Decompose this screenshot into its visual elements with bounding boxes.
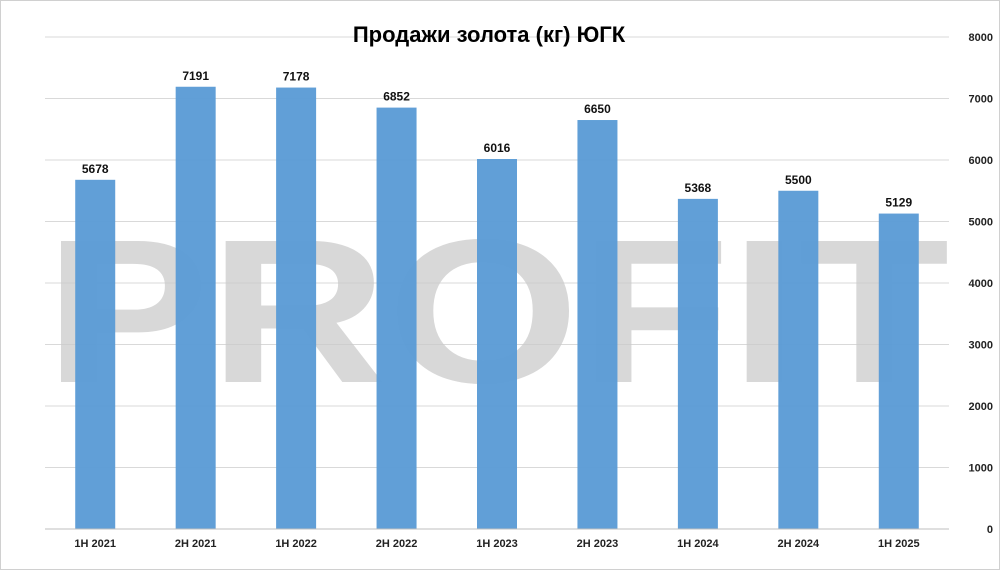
y-tick-label: 7000: [969, 94, 993, 106]
bar: [878, 213, 919, 529]
x-axis-ticks: 1H 2021 2H 2021 1H 2022 2H 2022 1H 2023 2H 20…: [74, 538, 919, 550]
y-axis-ticks: 0 1000 2000 3000 4000 5000 6000 7000 8000: [969, 32, 993, 536]
chart-title: Продажи золота (кг) ЮГК: [353, 22, 626, 47]
x-tick-label: 2H 2024: [778, 538, 820, 550]
y-tick-label: 5000: [969, 217, 993, 229]
bars-group: [75, 86, 919, 530]
bar: [376, 107, 417, 530]
x-tick-label: 1H 2025: [878, 538, 920, 550]
bar: [276, 87, 317, 529]
bar-value-label: 7178: [283, 70, 310, 84]
bar-value-label: 5129: [885, 196, 912, 210]
x-tick-label: 1H 2021: [74, 538, 116, 550]
y-tick-label: 8000: [969, 32, 993, 44]
bar-value-label: 5678: [82, 162, 109, 176]
bar: [778, 190, 819, 529]
bar-value-label: 5500: [785, 173, 812, 187]
x-tick-label: 2H 2023: [577, 538, 619, 550]
bar-value-label: 7191: [182, 69, 209, 83]
y-tick-label: 4000: [969, 278, 993, 290]
x-tick-label: 1H 2022: [275, 538, 317, 550]
bar: [477, 159, 517, 530]
bar: [577, 120, 618, 530]
x-tick-label: 2H 2021: [175, 538, 217, 550]
y-tick-label: 1000: [969, 463, 993, 475]
x-tick-label: 2H 2022: [376, 538, 418, 550]
bar-value-label: 6852: [383, 90, 410, 104]
y-tick-label: 3000: [969, 340, 993, 352]
y-tick-label: 6000: [969, 155, 993, 167]
y-tick-label: 2000: [969, 401, 993, 413]
bar-value-label: 6016: [484, 141, 511, 155]
x-tick-label: 1H 2023: [476, 538, 518, 550]
x-tick-label: 1H 2024: [677, 538, 719, 550]
data-labels-group: 5678 7191 7178 6852 6016 6650 5368 5500 5129: [82, 69, 913, 210]
bar-value-label: 5368: [685, 181, 712, 195]
y-tick-label: 0: [987, 524, 993, 536]
bar: [175, 86, 216, 529]
bar: [677, 198, 718, 530]
bar-value-label: 6650: [584, 102, 611, 116]
bar: [75, 179, 116, 530]
